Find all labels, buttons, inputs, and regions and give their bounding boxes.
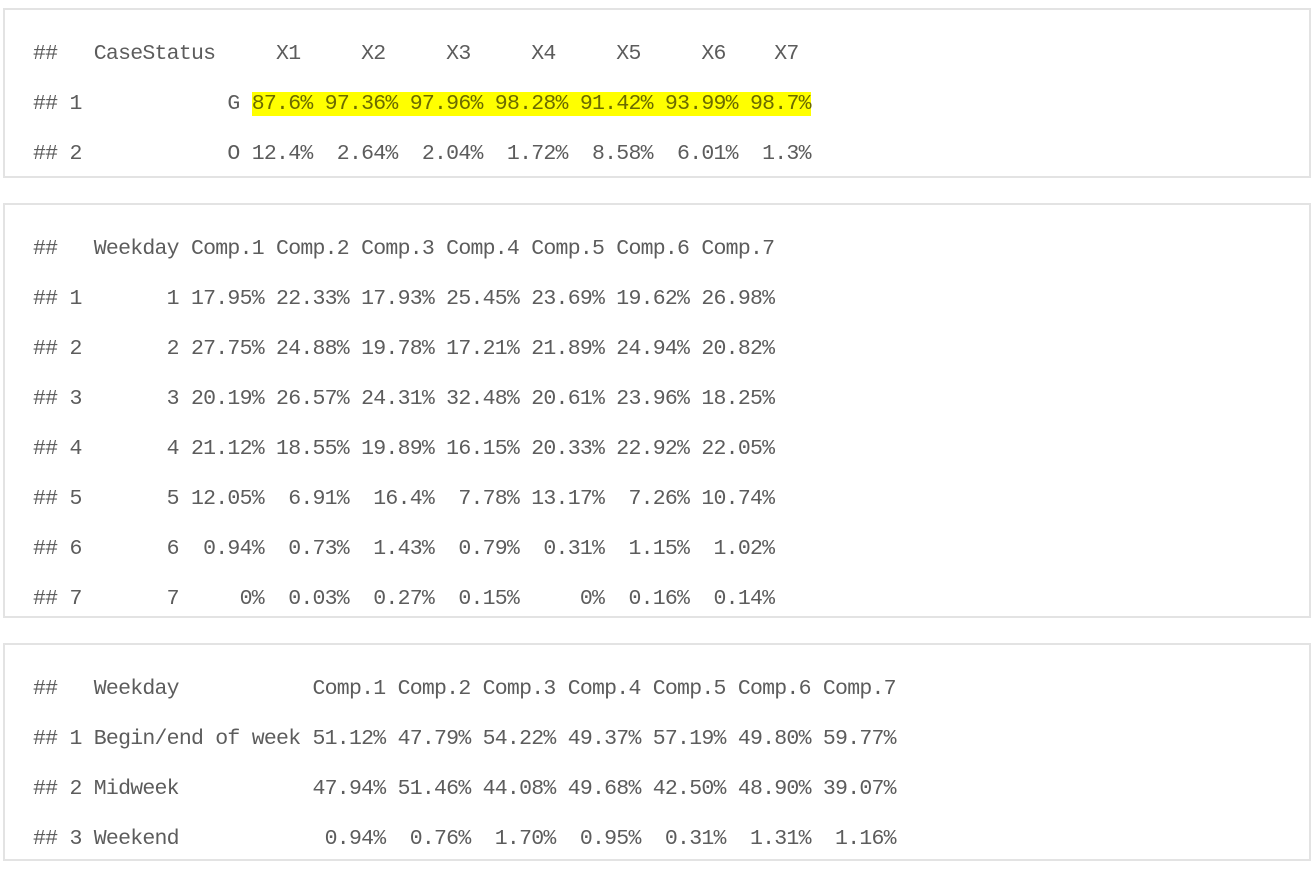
output-line-row-1: ## 1 Begin/end of week 51.12% 47.79% 54.… xyxy=(33,727,897,751)
output-line-row-1: ## 1 1 17.95% 22.33% 17.93% 25.45% 23.69… xyxy=(33,287,775,311)
highlighted-values: 87.6% 97.36% 97.96% 98.28% 91.42% 93.99%… xyxy=(251,92,812,116)
row-prefix: ## 1 G xyxy=(33,92,252,116)
output-block-weekday-group: ## Weekday Comp.1 Comp.2 Comp.3 Comp.4 C… xyxy=(3,643,1311,861)
console-output: ## Weekday Comp.1 Comp.2 Comp.3 Comp.4 C… xyxy=(33,224,775,624)
console-output: ## Weekday Comp.1 Comp.2 Comp.3 Comp.4 C… xyxy=(33,664,897,864)
output-line-row-1: ## 1 G 87.6% 97.36% 97.96% 98.28% 91.42%… xyxy=(33,79,812,129)
output-line-header: ## Weekday Comp.1 Comp.2 Comp.3 Comp.4 C… xyxy=(33,677,897,701)
output-line-header: ## CaseStatus X1 X2 X3 X4 X5 X6 X7 xyxy=(33,42,799,66)
output-line-row-7: ## 7 7 0% 0.03% 0.27% 0.15% 0% 0.16% 0.1… xyxy=(33,587,775,611)
output-line-header: ## Weekday Comp.1 Comp.2 Comp.3 Comp.4 C… xyxy=(33,237,775,261)
output-block-casestatus: ## CaseStatus X1 X2 X3 X4 X5 X6 X7 ## 1 G… xyxy=(3,8,1311,178)
output-line-row-3: ## 3 Weekend 0.94% 0.76% 1.70% 0.95% 0.3… xyxy=(33,827,897,851)
output-line-row-2: ## 2 2 27.75% 24.88% 19.78% 17.21% 21.89… xyxy=(33,337,775,361)
output-line-row-2: ## 2 Midweek 47.94% 51.46% 44.08% 49.68%… xyxy=(33,777,897,801)
output-line-row-2: ## 2 O 12.4% 2.64% 2.04% 1.72% 8.58% 6.0… xyxy=(33,142,811,166)
output-line-row-6: ## 6 6 0.94% 0.73% 1.43% 0.79% 0.31% 1.1… xyxy=(33,537,775,561)
console-output: ## CaseStatus X1 X2 X3 X4 X5 X6 X7 ## 1 G… xyxy=(33,29,812,179)
output-block-weekday-numeric: ## Weekday Comp.1 Comp.2 Comp.3 Comp.4 C… xyxy=(3,203,1311,618)
output-line-row-3: ## 3 3 20.19% 26.57% 24.31% 32.48% 20.61… xyxy=(33,387,775,411)
output-line-row-4: ## 4 4 21.12% 18.55% 19.89% 16.15% 20.33… xyxy=(33,437,775,461)
output-line-row-5: ## 5 5 12.05% 6.91% 16.4% 7.78% 13.17% 7… xyxy=(33,487,775,511)
